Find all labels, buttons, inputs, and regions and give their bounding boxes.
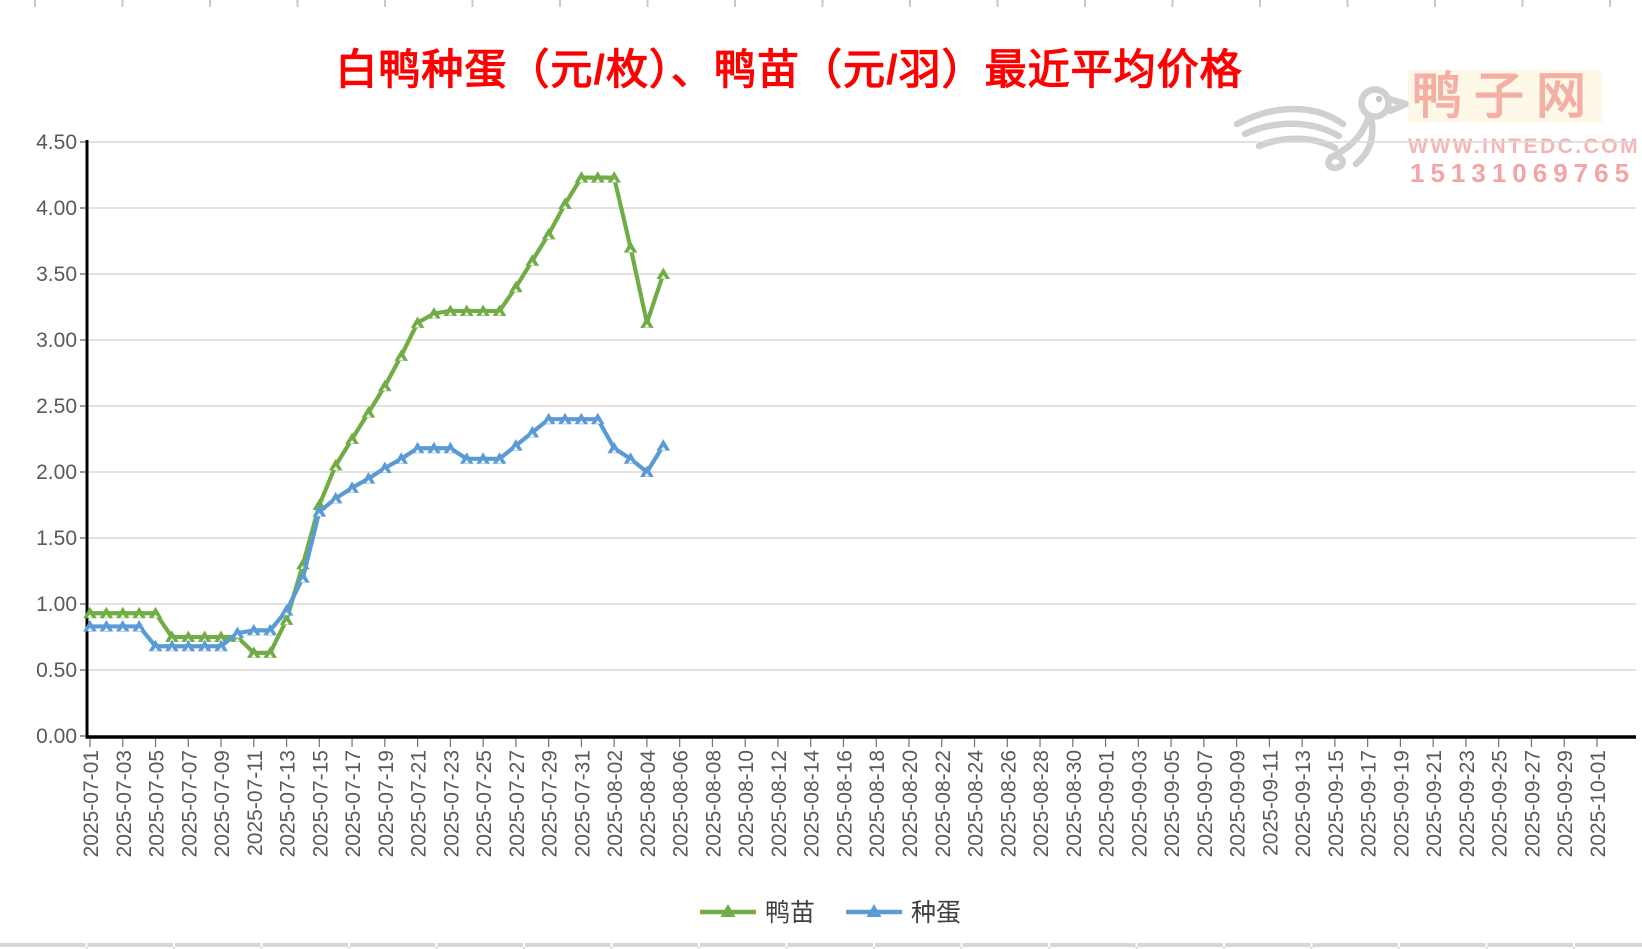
x-axis-label: 2025-07-31 [571,750,594,857]
spreadsheet-bottom-cells-sliver [0,943,1642,949]
x-axis-label: 2025-09-05 [1161,750,1184,857]
x-axis-label: 2025-09-17 [1358,750,1381,857]
axes [85,140,1636,739]
x-axis-label: 2025-08-20 [899,750,922,857]
legend-item-duckling: 鸭苗 [699,893,815,929]
x-axis-label: 2025-09-15 [1325,750,1348,857]
x-axis-label: 2025-09-09 [1227,750,1250,857]
watermark-url: WWW.INTEDC.COM [1408,135,1641,158]
y-axis-label: 1.00 [36,593,77,616]
x-axis-label: 2025-07-03 [113,750,136,857]
x-axis-label: 2025-08-18 [866,750,889,857]
gridlines [89,141,1636,671]
legend: 鸭苗 种蛋 [0,893,1642,929]
x-axis-label: 2025-07-17 [342,750,365,857]
watermark-site-name: 鸭子网 [1408,70,1602,123]
x-axis-label: 2025-09-11 [1259,750,1282,856]
x-axis-label: 2025-07-05 [146,750,169,857]
y-axis-label: 3.00 [36,329,77,352]
x-axis-label: 2025-07-23 [440,750,463,857]
legend-label: 鸭苗 [764,899,815,927]
y-axis-label: 3.50 [36,263,77,286]
x-axis-label: 2025-08-06 [670,750,693,857]
y-axis-label: 0.50 [36,659,77,682]
watermark-phone: 15131069765 [1410,158,1636,188]
breeding-egg-series-marker-icon [846,904,902,917]
x-axis-label: 2025-08-02 [604,750,627,857]
series-种蛋 [83,412,671,652]
y-axis-label: 0.00 [36,725,77,748]
x-axis-label: 2025-09-23 [1456,750,1479,857]
duckling-series-marker-icon [699,904,756,917]
x-axis-label: 2025-09-21 [1423,750,1446,857]
x-axis-label: 2025-08-28 [1030,750,1053,857]
chart-title: 白鸭种蛋（元/枚）、鸭苗（元/羽）最近平均价格 [335,46,1243,93]
legend-label: 种蛋 [911,899,962,927]
x-axis-label: 2025-09-29 [1554,750,1577,857]
x-axis-label: 2025-07-11 [244,750,267,856]
y-axis-label: 4.00 [36,197,77,220]
x-axis-label: 2025-07-09 [211,750,234,857]
legend-item-breeding-egg: 种蛋 [845,893,961,929]
x-axis-label: 2025-08-14 [801,750,824,858]
y-axis-label: 2.50 [36,395,77,418]
x-axis-label: 2025-07-01 [80,750,103,857]
y-axis-label: 1.50 [36,527,77,550]
x-axis-label: 2025-09-19 [1390,750,1413,857]
x-axis-label: 2025-08-30 [1063,750,1086,857]
x-axis-label: 2025-08-08 [702,750,725,857]
y-axis-label: 4.50 [36,131,77,154]
x-axis-label: 2025-09-25 [1489,750,1512,857]
x-axis-label: 2025-08-16 [833,750,856,857]
duck-logo-icon [1233,86,1410,172]
x-axis-label: 2025-08-10 [735,750,758,857]
x-axis-label: 2025-09-07 [1194,750,1217,857]
x-axis-label: 2025-08-04 [637,750,660,858]
x-axis-label: 2025-07-19 [375,750,398,857]
series-鸭苗 [83,171,671,658]
x-axis-label: 2025-08-12 [768,750,791,857]
x-axis-label: 2025-08-24 [965,750,988,858]
y-axis: 0.00 0.50 1.00 1.50 2.00 2.50 3.00 3.50 4.00 4.50 [36,131,86,748]
x-axis-label: 2025-08-22 [932,750,955,857]
x-axis-label: 2025-07-27 [506,750,529,857]
x-axis-label: 2025-10-01 [1587,750,1610,857]
x-axis-label: 2025-07-29 [539,750,562,857]
x-axis-label: 2025-09-03 [1128,750,1151,857]
x-axis-label: 2025-07-07 [178,750,201,857]
x-axis-label: 2025-09-13 [1292,750,1315,857]
x-axis-label: 2025-09-01 [1096,750,1119,857]
spreadsheet-top-cells-sliver [0,0,1642,7]
x-axis-label: 2025-07-15 [309,750,332,857]
y-axis-label: 2.00 [36,461,77,484]
x-axis: 2025-07-01 2025-07-03 2025-07-05 2025-07-07… [80,739,1610,857]
x-axis-label: 2025-07-25 [473,750,496,857]
x-axis-label: 2025-09-27 [1521,750,1544,857]
x-axis-label: 2025-08-26 [997,750,1020,857]
x-axis-label: 2025-07-13 [277,750,300,857]
x-axis-label: 2025-07-21 [408,750,431,857]
